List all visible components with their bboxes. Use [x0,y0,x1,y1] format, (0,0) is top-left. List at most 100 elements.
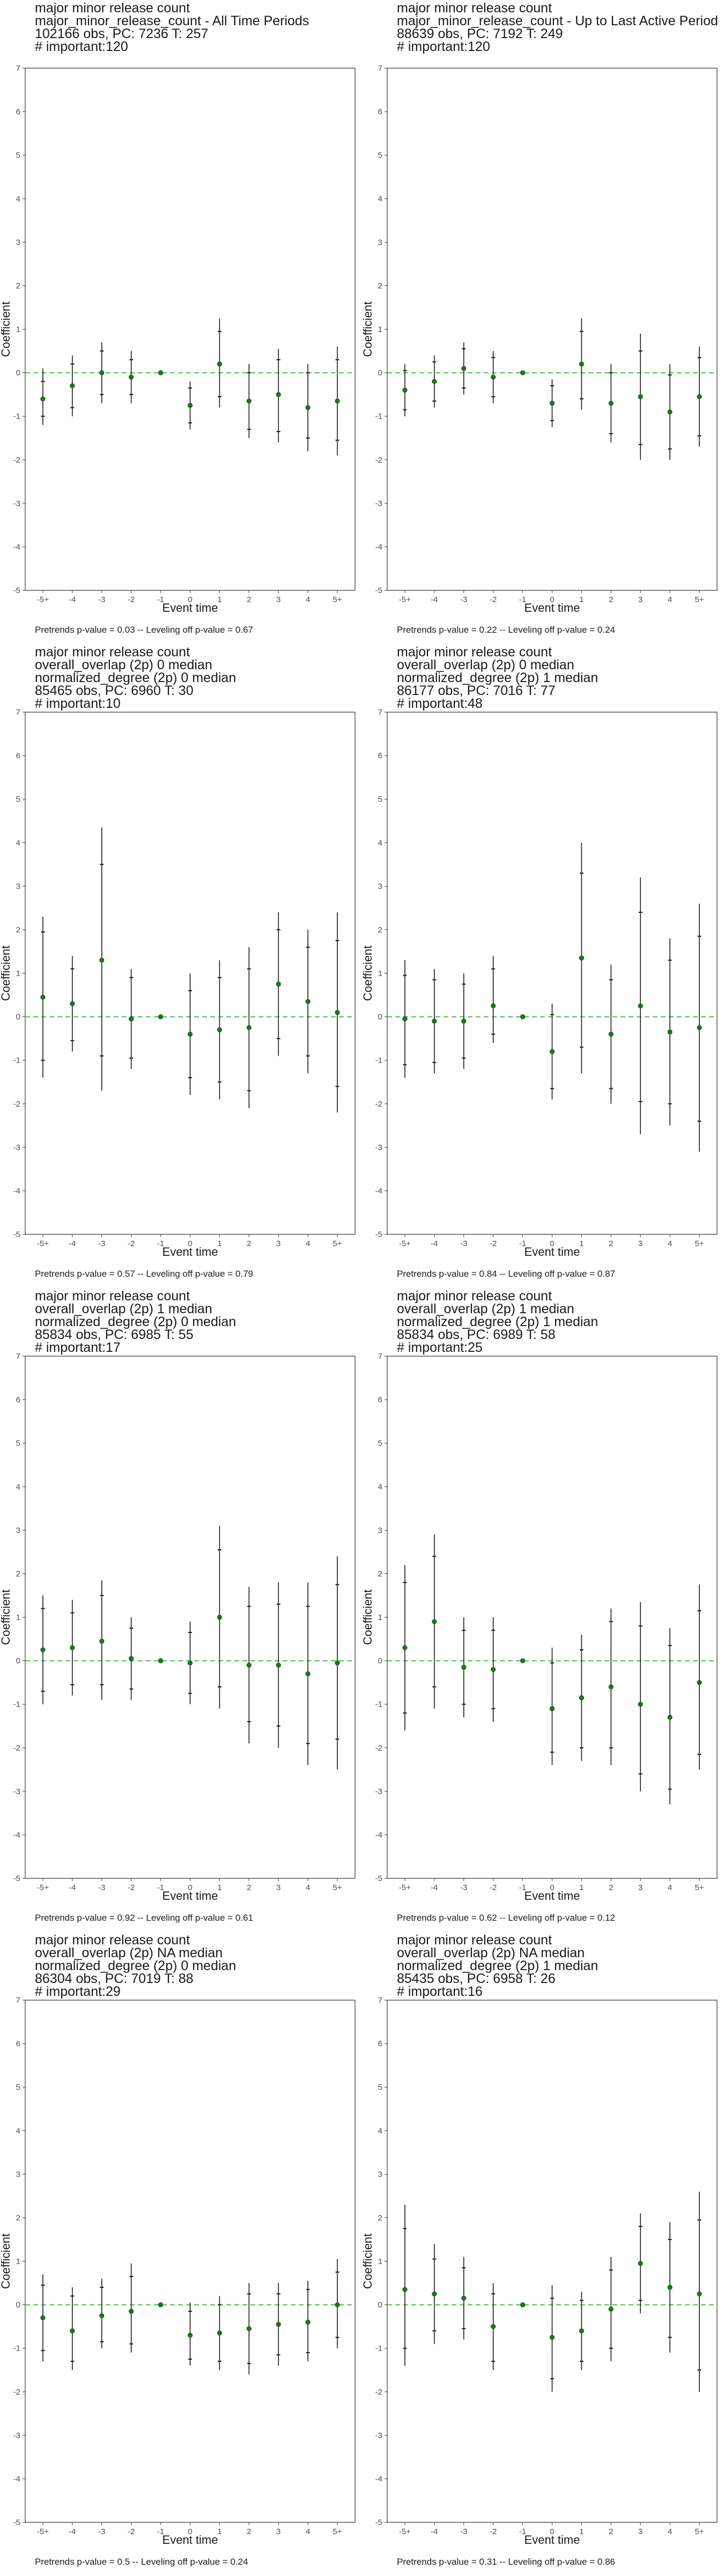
coefficient-point [432,2291,437,2296]
x-tick-label: -1 [519,595,526,604]
x-tick-label: 5+ [695,1239,704,1248]
x-tick-label: 0 [550,1883,554,1892]
y-tick-label: -4 [375,1831,382,1840]
coefficient-point [402,387,408,393]
y-tick-label: -2 [13,2388,20,2397]
x-tick-label: -5+ [399,2527,411,2536]
chart-title-line: overall_overlap (2p) 0 median [35,657,212,672]
chart-panel: major minor release count overall_overlap… [0,1288,362,1932]
chart-panel: major minor release count major_minor_rel… [0,0,362,644]
x-tick-label: 0 [550,2527,554,2536]
coefficient-point [579,1695,585,1701]
x-tick-label: 1 [579,595,583,604]
y-tick-label: 5 [16,151,20,160]
y-axis-title: Coefficient [0,2234,12,2289]
y-tick-label: 7 [378,1352,382,1361]
y-tick-label: -3 [13,1787,20,1796]
y-tick-label: 0 [378,1013,382,1022]
x-tick-label: 4 [668,1239,672,1248]
y-tick-label: -4 [13,1187,20,1196]
x-tick-label: 1 [217,1239,221,1248]
y-tick-label: 0 [378,1657,382,1666]
coefficient-point [697,1025,702,1030]
y-tick-label: 5 [16,1439,20,1448]
coefficient-point [579,955,585,961]
chart-title-line: overall_overlap (2p) 1 median [35,1301,212,1316]
coefficient-point [697,394,702,399]
coefficient-point [335,398,340,404]
y-axis-title: Coefficient [362,946,374,1001]
y-tick-label: -1 [13,412,20,421]
coefficient-point [402,2287,408,2292]
chart-title-line: normalized_degree (2p) 1 median [397,1314,599,1329]
x-tick-label: 0 [550,595,554,604]
y-tick-label: 5 [16,2083,20,2092]
coefficient-point [129,2309,134,2314]
p-value-footnote: Pretrends p-value = 0.62 -- Leveling off… [397,1913,615,1923]
coefficient-point [70,2328,75,2333]
coefficient-point [335,1660,340,1666]
x-tick-label: 1 [579,1883,583,1892]
y-tick-label: 7 [16,1996,20,2005]
y-tick-label: -2 [13,456,20,465]
y-tick-label: -4 [375,2475,382,2484]
x-tick-label: -4 [431,1239,438,1248]
coefficient-point [491,1003,496,1008]
y-tick-label: 1 [16,1613,20,1622]
x-tick-label: 0 [188,1883,192,1892]
x-tick-label: -4 [431,2527,438,2536]
x-tick-label: 2 [247,2527,251,2536]
coefficient-point [305,1671,311,1677]
x-tick-label: 4 [306,1883,310,1892]
coefficient-plot: -5 -4 -3 -2 -1 0 1 2 3 4 5 6 7 -5+ -4 -3 -2 -1 0 1 2 3 4 5+ Even… [362,708,718,1258]
chart-title-line: 85834 obs, PC: 6989 T: 58 [397,1327,556,1342]
y-tick-label: -4 [13,2475,20,2484]
y-tick-label: 6 [378,751,382,760]
coefficient-point [608,1031,614,1037]
y-tick-label: 4 [378,194,382,203]
y-tick-label: -1 [13,1700,20,1709]
y-tick-label: 2 [16,2213,20,2222]
y-tick-label: 0 [378,2301,382,2310]
coefficient-point [246,2326,252,2331]
y-tick-label: 2 [378,1569,382,1578]
y-tick-label: 1 [378,969,382,978]
coefficient-point [491,375,496,380]
x-tick-label: -4 [69,2527,76,2536]
y-tick-label: 5 [16,795,20,804]
coefficient-point [187,2332,193,2338]
coefficient-point [461,2295,467,2301]
coefficient-point [667,409,673,415]
chart-title-line: normalized_degree (2p) 1 median [397,1958,599,1973]
x-tick-label: -2 [128,1239,135,1248]
x-tick-label: -2 [128,2527,135,2536]
chart-title-line: # important:17 [35,1340,121,1355]
chart-title: major minor release count major_minor_rel… [397,1,718,54]
coefficient-point [608,2307,614,2312]
chart-title-line: # important:16 [397,1984,483,1999]
x-tick-label: 0 [188,595,192,604]
chart-title-line: overall_overlap (2p) NA median [397,1945,585,1960]
x-tick-label: 0 [188,1239,192,1248]
coefficient-point [217,361,223,367]
coefficient-point [638,1003,643,1008]
coefficient-point [667,1715,673,1720]
x-tick-label: -5+ [399,1239,411,1248]
coefficient-point [697,1680,702,1685]
x-tick-label: -3 [460,2527,467,2536]
y-tick-label: -2 [13,1100,20,1109]
x-tick-label: -4 [69,1883,76,1892]
y-tick-label: 3 [16,2170,20,2179]
chart-title-line: major minor release count [397,1,552,16]
x-tick-label: 5+ [333,2527,342,2536]
plot-frame [25,1356,356,1879]
x-tick-label: 5+ [695,2527,704,2536]
x-tick-label: -1 [157,2527,164,2536]
x-tick-label: -5+ [37,595,49,604]
y-tick-label: 5 [378,1439,382,1448]
x-axis-title: Event time [524,601,580,614]
y-tick-label: 1 [378,1613,382,1622]
y-tick-label: -1 [13,2344,20,2353]
y-tick-label: -1 [375,1700,382,1709]
